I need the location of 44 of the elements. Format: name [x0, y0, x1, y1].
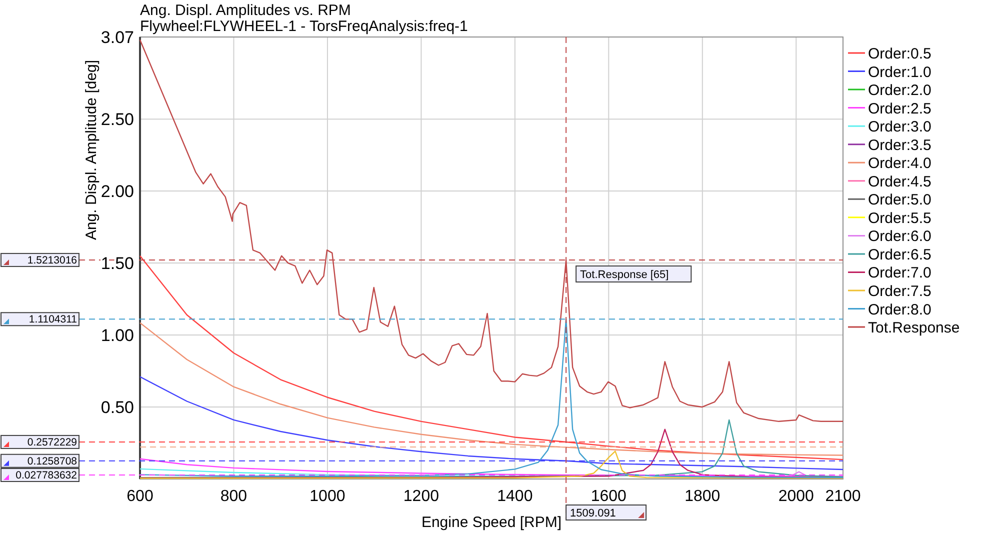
legend-label: Order:5.5 [868, 210, 932, 227]
ref-line-label: 0.2572229 [27, 436, 78, 448]
legend-label: Order:6.0 [868, 228, 932, 246]
x-tick-label: 1400 [497, 488, 533, 505]
x-tick-label: 2000 [778, 488, 814, 505]
legend-label: Order:2.5 [868, 100, 932, 118]
line-series [139, 450, 844, 479]
x-tick-label: 1200 [403, 488, 440, 505]
annotation: Tot.Response [65] [580, 268, 669, 281]
x-axis-title: Engine Speed [RPM] [421, 514, 562, 531]
y-tick-label: 1.00 [100, 326, 134, 346]
x-tick-label: 600 [126, 488, 154, 505]
x-tick-label: 1000 [310, 488, 346, 505]
x-tick-label: 1800 [684, 488, 720, 505]
ref-line-label: 1509.091 [570, 508, 616, 520]
legend-label: Order:2.0 [868, 82, 932, 100]
ref-line-label: 1.5213016 [27, 254, 78, 266]
y-axis-title: Ang. Displ. Amplitude [deg] [83, 60, 100, 240]
y-tick-label: 3.07 [100, 28, 134, 47]
legend-label: Order:4.5 [868, 173, 932, 190]
legend-label: Order:3.0 [868, 118, 932, 136]
legend-label: Order:1.0 [868, 64, 932, 81]
chart-subtitle: Flywheel:FLYWHEEL-1 - TorsFreqAnalysis:freq-1 [140, 18, 468, 35]
legend-label: Order:5.0 [868, 192, 932, 209]
y-tick-label: 2.00 [100, 182, 134, 202]
legend-label: Order:6.5 [868, 246, 932, 264]
x-tick-label: 2100 [825, 488, 861, 505]
legend-label: Order:8.0 [868, 301, 932, 318]
ref-line-label: 0.027783632 [16, 470, 78, 482]
legend-label: Order:4.0 [868, 155, 932, 172]
legend-label: Order:3.5 [868, 136, 932, 154]
legend-label: Tot.Response [868, 320, 960, 337]
y-tick-label: 2.50 [100, 110, 134, 130]
line-series [139, 318, 844, 478]
legend-label: Order:7.0 [868, 264, 932, 282]
ref-line-label: 1.1104311 [28, 314, 78, 326]
x-tick-label: 800 [220, 488, 248, 505]
ref-line-label: 0.1258708 [27, 455, 78, 468]
x-tick-label: 1600 [590, 488, 627, 505]
legend-label: Order:7.5 [868, 283, 932, 300]
line-series [139, 322, 844, 456]
chart-title: Ang. Displ. Amplitudes vs. RPM [140, 2, 351, 19]
y-tick-label: 0.50 [100, 398, 134, 418]
legend-label: Order:0.5 [868, 46, 932, 62]
